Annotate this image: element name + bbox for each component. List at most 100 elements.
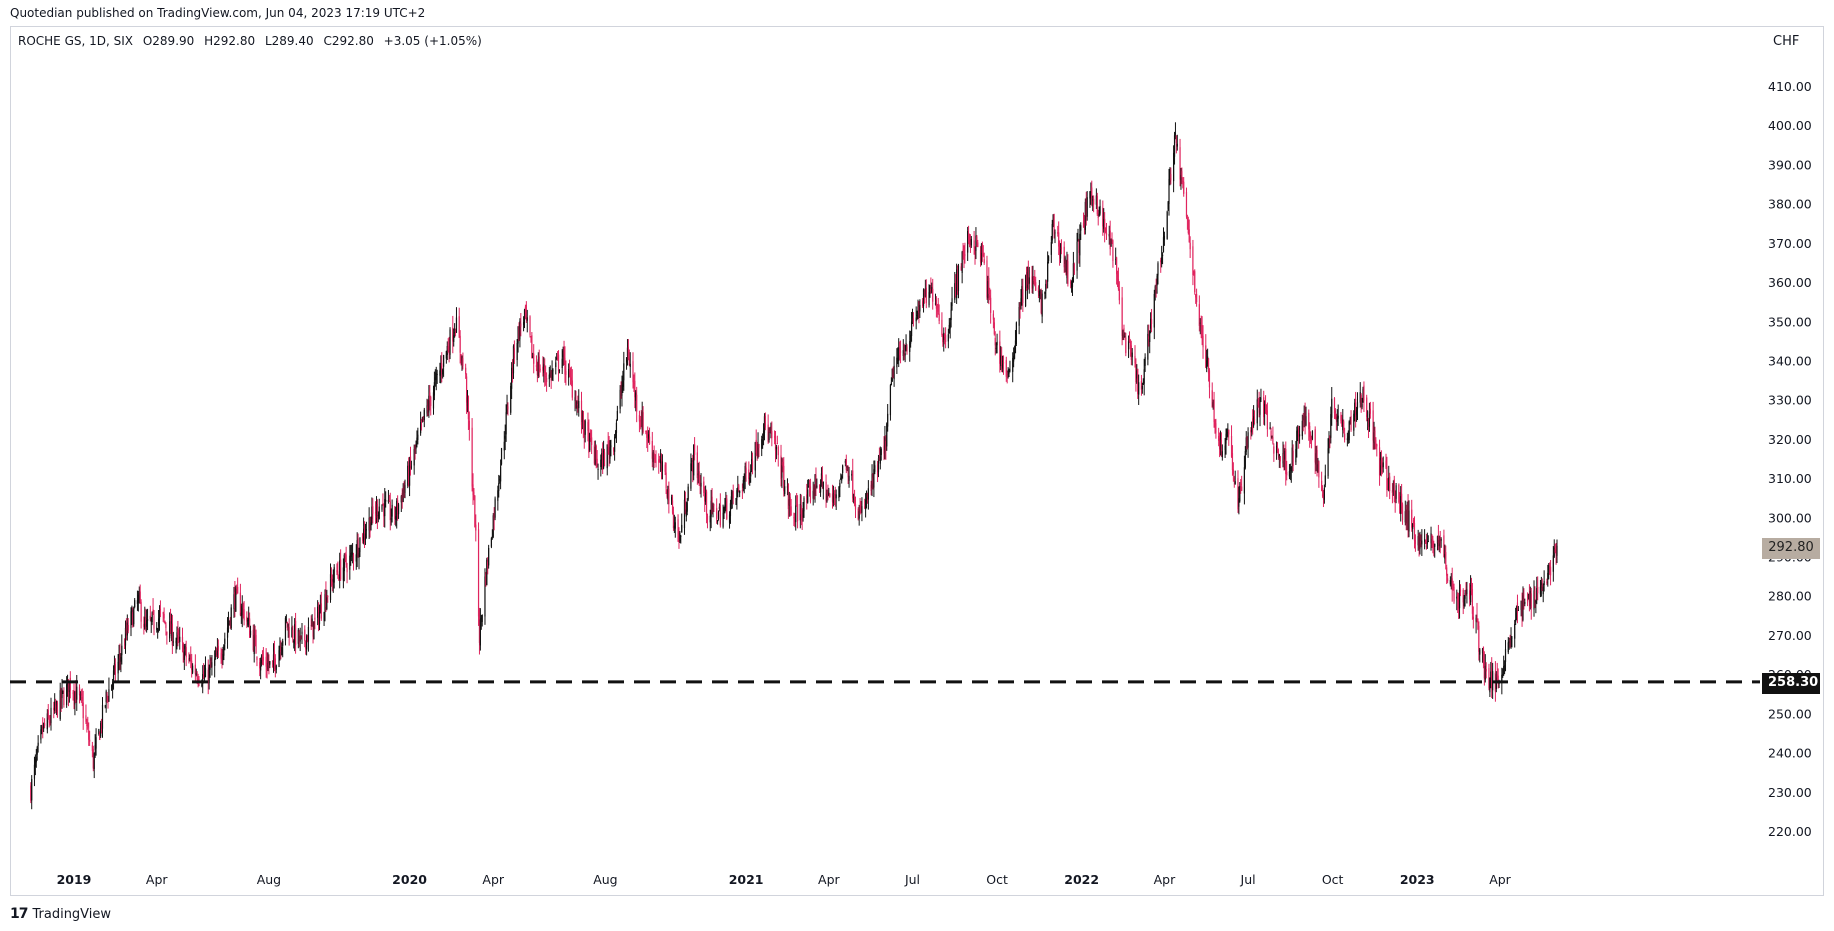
candle-body [209, 664, 211, 670]
candle-body [671, 500, 674, 513]
candle-body [40, 729, 42, 740]
candle-body [1136, 370, 1138, 379]
candle-body [1349, 418, 1351, 420]
candle-body [1044, 291, 1046, 294]
candle-body [189, 657, 191, 659]
candle-body [629, 363, 631, 367]
candle-body [936, 306, 938, 308]
candle-body [621, 385, 623, 396]
candle-body [987, 281, 989, 299]
candle-body [1511, 637, 1513, 639]
candle-body [99, 732, 101, 740]
candle-body [267, 662, 269, 669]
candle-body [1214, 420, 1216, 425]
candle-body [364, 533, 367, 541]
candle-body [1537, 586, 1539, 594]
candle-body [1540, 582, 1542, 589]
candle-body [1308, 412, 1310, 430]
candle-body [468, 420, 470, 430]
candle-body [268, 663, 270, 666]
candle-body [203, 675, 206, 677]
candle-body [937, 303, 939, 312]
candle-body [500, 466, 502, 482]
candle-body [518, 325, 520, 341]
x-tick-label: Apr [1489, 872, 1511, 887]
candle-body [454, 331, 457, 334]
candle-body [89, 739, 91, 742]
y-tick-label: 410.00 [1768, 79, 1812, 94]
candle-body [1053, 213, 1055, 235]
candle-body [919, 304, 921, 312]
candle-body [1168, 178, 1170, 205]
candle-body [648, 436, 651, 445]
candle-body [325, 591, 327, 607]
candle-body [562, 350, 564, 358]
candle-body [690, 463, 692, 489]
candle-body [696, 452, 698, 479]
candle-body [62, 690, 64, 692]
candle-body [255, 635, 257, 654]
candle-body [1144, 357, 1146, 366]
candle-body [396, 500, 398, 520]
candle-body [576, 401, 578, 409]
candle-body [169, 621, 171, 639]
candle-body [500, 448, 503, 465]
candle-body [287, 623, 289, 627]
candle-body [294, 620, 297, 646]
candle-body [801, 511, 803, 520]
candle-body [237, 586, 239, 594]
candle-body [833, 494, 835, 496]
candle-body [1539, 586, 1542, 595]
candle-body [239, 592, 242, 616]
candle-body [1108, 234, 1110, 237]
candle-body [986, 260, 988, 298]
candle-body [912, 318, 915, 323]
candle-body [1556, 545, 1558, 556]
candle-body [1046, 280, 1048, 283]
candle-body [1400, 496, 1402, 515]
candle-body [993, 322, 995, 335]
candle-body [87, 722, 89, 728]
candle-body [762, 436, 764, 438]
candle-body [1039, 292, 1041, 294]
candle-body [716, 508, 718, 520]
candle-body [1250, 429, 1252, 433]
candle-body [226, 627, 229, 638]
candle-body [954, 283, 956, 300]
candle-body [481, 615, 483, 622]
candle-body [1271, 435, 1273, 439]
candle-body [706, 516, 709, 520]
candle-body [114, 664, 116, 676]
footer-brand[interactable]: 17 TradingView [10, 906, 111, 922]
candle-body [1362, 388, 1364, 402]
candle-body [1008, 372, 1010, 374]
candle-body [1047, 261, 1049, 282]
candle-body [403, 486, 405, 490]
candle-body [601, 452, 603, 461]
candle-body [377, 515, 379, 517]
candle-body [505, 412, 507, 435]
candle-body [661, 461, 664, 471]
candle-body [1283, 454, 1285, 462]
candle-body [1290, 467, 1292, 472]
candle-body [923, 292, 926, 294]
candle-body [1238, 498, 1240, 507]
candle-body [388, 500, 390, 502]
y-tick-label: 310.00 [1768, 471, 1812, 486]
candle-body [517, 326, 519, 344]
candle-body [520, 323, 522, 327]
candle-body [513, 348, 515, 359]
candle-body [640, 419, 642, 427]
candle-body [532, 356, 534, 358]
candle-body [441, 363, 443, 373]
candle-body [693, 444, 696, 455]
candle-body [462, 358, 464, 367]
candle-body [1155, 287, 1157, 289]
candle-body [1195, 294, 1197, 298]
candle-body [1406, 509, 1408, 524]
candle-body [1195, 293, 1198, 303]
candle-body [841, 476, 843, 481]
candle-body [349, 555, 351, 570]
candle-body [884, 437, 886, 451]
